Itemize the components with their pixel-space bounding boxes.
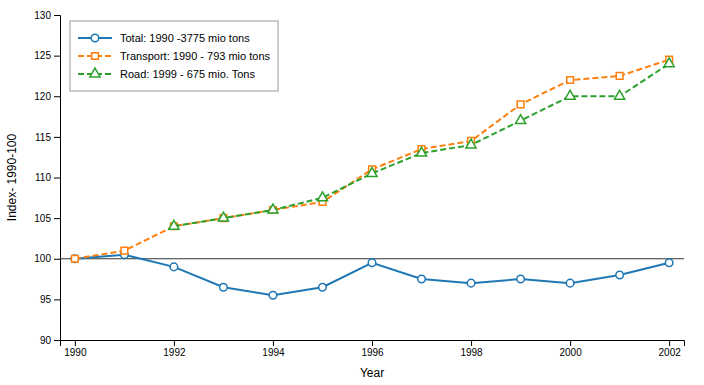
chart: 1990 1992 1994 1996 1998 2000 2002 90 95 100 105 11… xyxy=(0,0,704,385)
legend-label: Transport: 1990 - 793 mio tons xyxy=(120,50,271,62)
tick-mark xyxy=(471,340,472,346)
tick-mark xyxy=(372,340,373,346)
series-marker xyxy=(616,271,624,279)
x-axis-title: Year xyxy=(360,366,384,380)
series-marker xyxy=(466,139,476,148)
legend-label: Total: 1990 -3775 mio tons xyxy=(120,32,250,44)
plot-area xyxy=(60,56,684,299)
tick: 130 xyxy=(34,10,60,21)
tick-label: 1990 xyxy=(64,347,87,358)
axis-line xyxy=(54,16,61,341)
tick: 2002 xyxy=(659,340,682,358)
tick: 2000 xyxy=(559,340,582,358)
tick: 100 xyxy=(34,253,60,264)
y-axis: 90 95 100 105 110 115 120 125 130 xyxy=(34,10,60,346)
series-marker xyxy=(319,283,327,291)
tick-label: 95 xyxy=(40,294,52,305)
series-marker xyxy=(664,58,674,67)
tick-mark xyxy=(54,299,60,300)
legend-item: Total: 1990 -3775 mio tons xyxy=(78,32,250,44)
tick-mark xyxy=(669,340,670,346)
series-marker xyxy=(220,283,228,291)
tick-label: 2002 xyxy=(659,347,682,358)
series-marker xyxy=(169,220,179,229)
tick: 110 xyxy=(35,172,60,183)
series-marker xyxy=(367,168,377,177)
tick: 1998 xyxy=(460,340,483,358)
legend-label: Road: 1999 - 675 mio. Tons xyxy=(120,68,255,80)
tick-label: 1998 xyxy=(460,347,483,358)
tick-label: 1992 xyxy=(163,347,186,358)
tick: 1994 xyxy=(262,340,285,358)
series-marker xyxy=(418,275,426,283)
axis-line xyxy=(61,341,685,347)
tick-label: 2000 xyxy=(559,347,582,358)
tick: 95 xyxy=(40,294,60,305)
series-marker xyxy=(268,204,278,213)
tick-label: 125 xyxy=(34,50,51,61)
tick-mark xyxy=(54,15,60,16)
series-marker xyxy=(170,263,178,271)
legend-item: Transport: 1990 - 793 mio tons xyxy=(78,50,271,62)
chart-container: 1990 1992 1994 1996 1998 2000 2002 90 95 100 105 11… xyxy=(0,0,704,385)
tick-label: 130 xyxy=(34,10,51,21)
tick-label: 1996 xyxy=(361,347,384,358)
series-marker xyxy=(72,255,79,262)
series-line xyxy=(75,255,669,296)
legend-marker xyxy=(91,34,99,42)
series-marker xyxy=(616,73,623,80)
tick-label: 100 xyxy=(34,253,51,264)
y-axis-title: Index- 1990-100 xyxy=(5,133,19,221)
tick-mark xyxy=(54,340,60,341)
tick-mark xyxy=(54,137,60,138)
tick: 120 xyxy=(34,91,60,102)
legend-frame xyxy=(70,21,278,91)
tick-label: 90 xyxy=(40,335,52,346)
legend: Total: 1990 -3775 mio tons Transport: 199… xyxy=(70,21,278,91)
tick-mark xyxy=(273,340,274,346)
tick-label: 110 xyxy=(35,172,51,183)
tick-mark xyxy=(75,340,76,346)
tick-label: 115 xyxy=(35,132,51,143)
series-marker xyxy=(121,247,128,254)
series-marker xyxy=(317,192,327,201)
tick-mark xyxy=(54,96,60,97)
tick: 115 xyxy=(35,132,60,143)
legend-marker xyxy=(92,53,99,60)
tick-mark xyxy=(54,218,60,219)
series-marker xyxy=(269,292,277,300)
tick-mark xyxy=(54,259,60,260)
tick-mark xyxy=(174,340,175,346)
series-marker xyxy=(665,259,673,267)
series-marker xyxy=(71,255,79,263)
tick: 1990 xyxy=(64,340,87,358)
series-marker xyxy=(368,259,376,267)
series-marker xyxy=(565,90,575,99)
tick: 1996 xyxy=(361,340,384,358)
series-marker xyxy=(467,279,475,287)
series-marker xyxy=(517,101,524,108)
series-marker xyxy=(517,275,525,283)
tick-label: 105 xyxy=(34,213,51,224)
tick-mark xyxy=(570,340,571,346)
tick-mark xyxy=(54,56,60,57)
series-marker xyxy=(615,90,625,99)
tick-label: 120 xyxy=(34,91,51,102)
tick: 90 xyxy=(40,335,60,346)
legend-marker xyxy=(90,68,100,77)
series-marker xyxy=(566,279,574,287)
tick: 105 xyxy=(34,213,60,224)
x-axis: 1990 1992 1994 1996 1998 2000 2002 xyxy=(61,340,685,358)
tick-label: 1994 xyxy=(262,347,285,358)
legend-item: Road: 1999 - 675 mio. Tons xyxy=(78,68,255,80)
tick: 1992 xyxy=(163,340,186,358)
series-marker xyxy=(416,147,426,156)
tick: 125 xyxy=(34,50,60,61)
series-marker xyxy=(218,212,228,221)
tick-mark xyxy=(54,178,60,179)
series-marker xyxy=(567,77,574,84)
series-marker xyxy=(515,115,525,124)
